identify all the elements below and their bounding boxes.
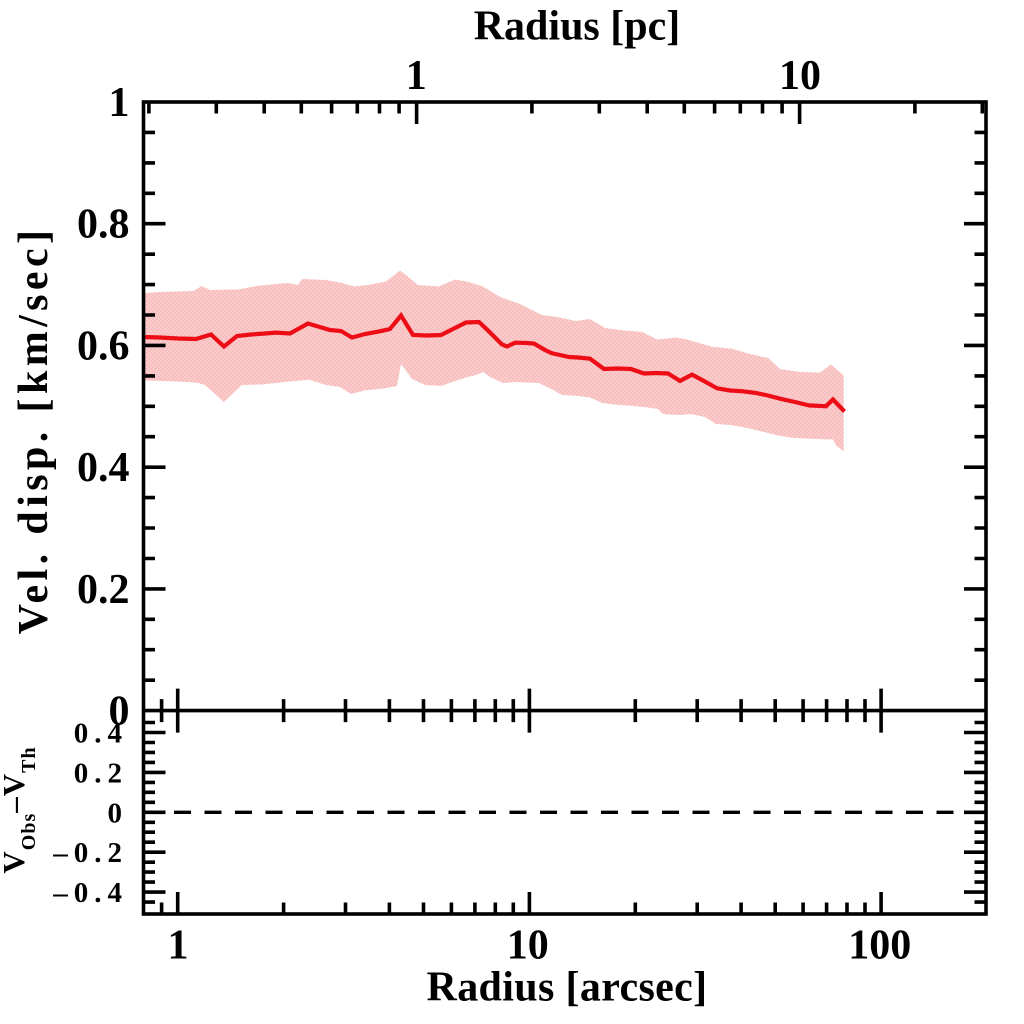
svg-text:Vel. disp. [km/sec]: Vel. disp. [km/sec]	[11, 226, 57, 635]
svg-text:100: 100	[848, 923, 911, 969]
svg-text:1: 1	[406, 53, 427, 99]
svg-text:Radius [arcsec]: Radius [arcsec]	[427, 965, 708, 1011]
svg-text:0: 0	[109, 689, 130, 735]
svg-text:1: 1	[109, 80, 130, 126]
svg-text:10: 10	[779, 53, 821, 99]
svg-text:0.4: 0.4	[77, 445, 130, 491]
svg-text:Radius [pc]: Radius [pc]	[474, 4, 681, 50]
svg-text:0.6: 0.6	[77, 324, 130, 370]
svg-text:0: 0	[108, 797, 129, 829]
svg-text:0.8: 0.8	[77, 202, 130, 248]
svg-text:10: 10	[507, 923, 549, 969]
svg-text:0.2: 0.2	[77, 567, 130, 613]
svg-text:–0.2: –0.2	[52, 837, 128, 869]
svg-text:1: 1	[168, 923, 189, 969]
svg-text:0.4: 0.4	[74, 718, 128, 750]
svg-text:0.2: 0.2	[74, 757, 128, 789]
svg-text:–0.4: –0.4	[52, 877, 128, 909]
